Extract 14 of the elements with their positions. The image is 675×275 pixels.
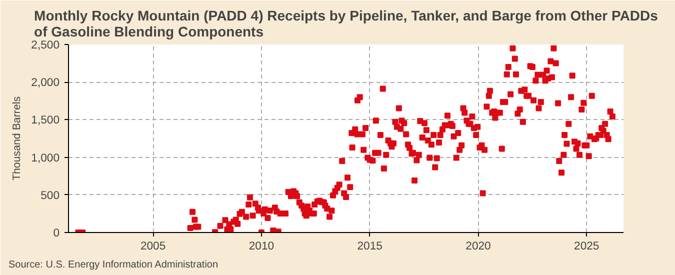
chart-title: Monthly Rocky Mountain (PADD 4) Receipts by Pipeline, Tanker, and Barge from Other PADDs of Gasoline Blending Components — [34, 8, 658, 40]
x-tick-label: 2020 — [466, 240, 491, 252]
y-tick-label: 1,500 — [31, 114, 60, 127]
y-tick-label: 500 — [40, 190, 60, 202]
x-tick-label: 2005 — [140, 240, 166, 252]
y-tick-label: 2,000 — [31, 77, 60, 90]
x-tick-label: 2025 — [574, 240, 600, 252]
x-tick-label: 2010 — [248, 240, 274, 252]
y-tick-label: 1,000 — [31, 152, 60, 164]
y-tick-label: 2,500 — [31, 40, 60, 52]
source-note: Source: U.S. Energy Information Administration — [8, 260, 218, 270]
y-axis-title: Thousand Barrels — [11, 96, 24, 181]
y-tick-label: 0 — [53, 228, 60, 240]
x-tick-label: 2015 — [357, 240, 382, 252]
